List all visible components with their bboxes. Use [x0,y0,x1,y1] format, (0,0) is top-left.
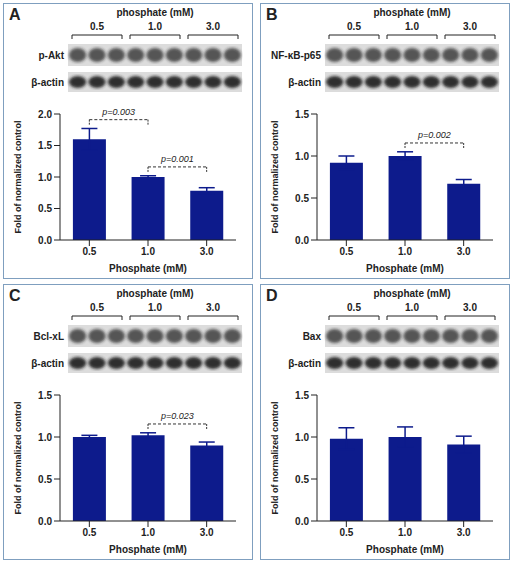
svg-text:3.0: 3.0 [457,246,471,257]
svg-text:3.0: 3.0 [200,527,214,538]
svg-text:0.5: 0.5 [38,474,52,485]
svg-text:Fold of normalized control: Fold of normalized control [270,121,280,234]
svg-text:Phosphate (mM): Phosphate (mM) [109,263,187,274]
svg-text:0.5: 0.5 [295,193,309,204]
svg-text:1.0: 1.0 [405,21,419,32]
svg-text:3.0: 3.0 [463,21,477,32]
svg-text:2.0: 2.0 [38,109,52,120]
svg-text:1.0: 1.0 [398,527,412,538]
html-text:B: B [266,6,278,23]
svg-text:1.5: 1.5 [295,109,309,120]
svg-text:phosphate (mM): phosphate (mM) [373,288,450,299]
svg-text:3.0: 3.0 [206,21,220,32]
svg-text:3.0: 3.0 [463,302,477,313]
svg-text:β-actin: β-actin [31,358,64,369]
svg-text:0.5: 0.5 [339,246,353,257]
svg-text:Bax: Bax [303,331,322,342]
svg-text:0.5: 0.5 [295,474,309,485]
svg-text:0.5: 0.5 [90,21,104,32]
svg-text:1.0: 1.0 [38,432,52,443]
svg-text:Phosphate (mM): Phosphate (mM) [366,544,444,555]
svg-text:β-actin: β-actin [31,77,64,88]
svg-text:1.0: 1.0 [141,246,155,257]
svg-text:1.0: 1.0 [148,21,162,32]
svg-text:NF-κB-p65: NF-κB-p65 [271,50,321,61]
svg-text:3.0: 3.0 [457,527,471,538]
svg-text:p-Akt: p-Akt [38,50,64,61]
html-text:C: C [9,287,21,304]
svg-text:p=0.023: p=0.023 [160,411,194,421]
svg-text:p=0.003: p=0.003 [101,107,135,117]
svg-text:Phosphate (mM): Phosphate (mM) [109,544,187,555]
html-text:D: D [266,287,278,304]
svg-text:1.5: 1.5 [295,390,309,401]
svg-text:1.0: 1.0 [141,527,155,538]
svg-text:1.5: 1.5 [38,390,52,401]
svg-text:Fold of normalized control: Fold of normalized control [270,402,280,515]
svg-text:phosphate (mM): phosphate (mM) [373,7,450,18]
svg-text:Fold of normalized control: Fold of normalized control [13,402,23,515]
svg-text:0.5: 0.5 [339,527,353,538]
svg-text:3.0: 3.0 [200,246,214,257]
svg-text:1.0: 1.0 [398,246,412,257]
svg-text:1.5: 1.5 [38,140,52,151]
svg-text:1.0: 1.0 [295,151,309,162]
svg-text:Phosphate (mM): Phosphate (mM) [366,263,444,274]
html-text:A: A [9,6,21,23]
svg-text:0.0: 0.0 [295,516,309,527]
svg-text:0.0: 0.0 [38,235,52,246]
svg-text:p=0.001: p=0.001 [160,154,194,164]
svg-text:0.5: 0.5 [38,203,52,214]
svg-text:0.5: 0.5 [347,21,361,32]
svg-text:1.0: 1.0 [38,172,52,183]
svg-text:0.5: 0.5 [82,246,96,257]
svg-text:0.0: 0.0 [38,516,52,527]
svg-text:1.0: 1.0 [148,302,162,313]
svg-text:3.0: 3.0 [206,302,220,313]
svg-text:1.0: 1.0 [405,302,419,313]
svg-text:β-actin: β-actin [288,77,321,88]
svg-text:0.5: 0.5 [82,527,96,538]
svg-text:β-actin: β-actin [288,358,321,369]
svg-text:0.5: 0.5 [347,302,361,313]
svg-text:0.0: 0.0 [295,235,309,246]
svg-text:Fold of normalized control: Fold of normalized control [13,121,23,234]
svg-text:1.0: 1.0 [295,432,309,443]
svg-text:phosphate (mM): phosphate (mM) [116,7,193,18]
svg-text:phosphate (mM): phosphate (mM) [116,288,193,299]
svg-text:0.5: 0.5 [90,302,104,313]
svg-text:Bcl-xL: Bcl-xL [33,331,64,342]
svg-text:p=0.002: p=0.002 [417,130,451,140]
